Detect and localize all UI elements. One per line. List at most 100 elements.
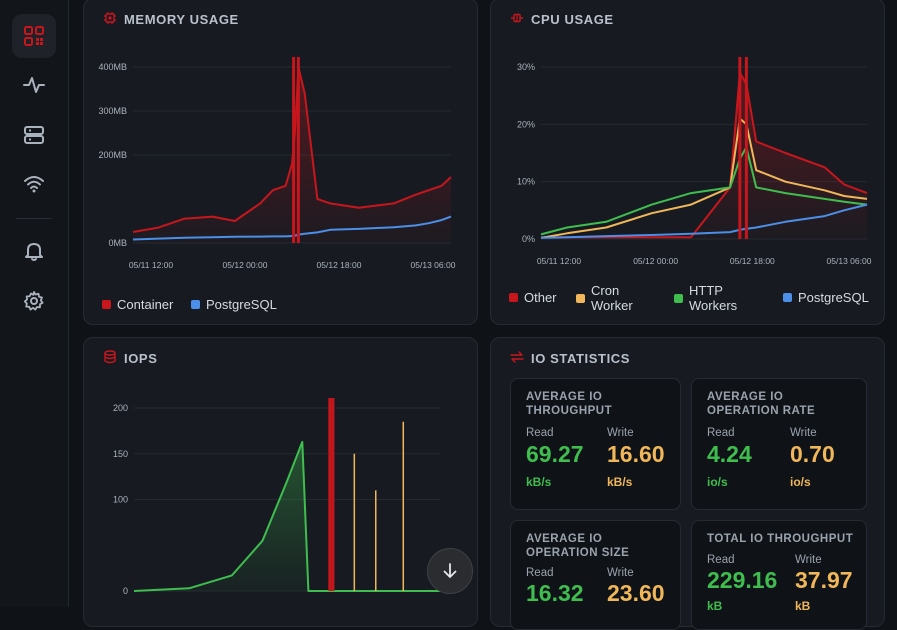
y-tick-label: 150 (113, 449, 128, 459)
nav-settings[interactable] (12, 279, 56, 323)
y-tick-label: 30% (517, 62, 535, 72)
legend-swatch (783, 293, 792, 302)
gear-icon (23, 291, 44, 311)
y-tick-label: 0MB (108, 238, 127, 248)
legend-label-postgresql: PostgreSQL (206, 297, 277, 312)
stat-title: AVERAGE IO OPERATION SIZE (526, 533, 630, 559)
read-label: Read (526, 567, 554, 579)
nav-servers[interactable] (12, 113, 56, 157)
nav-activity[interactable] (12, 63, 56, 107)
write-label: Write (795, 554, 822, 566)
read-value: 229.16 (707, 567, 778, 593)
write-label: Write (607, 427, 634, 439)
y-tick-label: 200 (113, 403, 128, 413)
read-value: 16.32 (526, 580, 584, 606)
y-tick-label: 400MB (98, 62, 127, 72)
cpu-usage-card: CPU USAGE 0% 10% 20% 30% 05/11 12:00 05/12 0… (490, 0, 885, 325)
x-tick-label: 05/11 12:00 (129, 260, 174, 270)
nav-dashboard[interactable] (12, 14, 56, 58)
write-value: 37.97 (795, 567, 853, 593)
legend-label-container: Container (117, 297, 174, 312)
dashboard-grid-icon (24, 26, 44, 46)
write-label: Write (607, 567, 634, 579)
memory-usage-card: MEMORY USAGE 0MB 200MB 300MB 400MB 05/11 12… (83, 0, 478, 325)
write-value: 16.60 (607, 441, 665, 467)
database-icon (104, 350, 116, 364)
series-line-container (132, 66, 452, 233)
memory-usage-chart: 0MB 200MB 300MB 400MB 05/11 12:00 05/12 00:0… (98, 57, 456, 270)
write-value: 23.60 (607, 580, 665, 606)
legend-postgresql-cpu: PostgreSQL (783, 290, 869, 305)
x-tick-label: 05/11 12:00 (537, 256, 582, 266)
y-tick-label: 300MB (98, 106, 127, 116)
legend-cron-worker: Cron Worker (576, 283, 642, 313)
legend-swatch (576, 293, 585, 303)
memory-chip-icon (104, 12, 116, 24)
legend-swatch (102, 300, 111, 309)
read-label: Read (526, 427, 554, 439)
legend-swatch (191, 300, 200, 309)
stat-title: AVERAGE IO OPERATION RATE (707, 391, 816, 417)
x-tick-label: 05/12 00:00 (633, 256, 678, 266)
series-area-series (134, 441, 440, 591)
legend-container: Container (102, 297, 173, 312)
cpu-icon (511, 13, 523, 23)
transfer-arrows-icon (510, 351, 524, 363)
io-statistics-title: IO STATISTICS (531, 351, 631, 366)
read-label: Read (707, 427, 735, 439)
write-unit: kB (795, 599, 811, 613)
y-tick-label: 200MB (98, 150, 127, 160)
nav-network[interactable] (12, 162, 56, 206)
iops-title: IOPS (124, 351, 158, 366)
series-area-other (541, 72, 867, 239)
y-tick-label: 10% (517, 177, 535, 187)
read-value: 69.27 (526, 441, 584, 467)
iops-chart: 0 100 150 200 (113, 398, 440, 596)
sidebar-divider (16, 218, 52, 219)
series-line-postgresql (132, 215, 452, 241)
x-tick-label: 05/12 18:00 (730, 256, 775, 266)
scroll-down-button[interactable] (427, 548, 473, 594)
legend-postgresql: PostgreSQL (191, 297, 277, 312)
read-unit: kB/s (526, 475, 552, 489)
iops-card: IOPS 0 100 150 200 (83, 337, 478, 627)
server-icon (24, 126, 44, 144)
stat-title: AVERAGE IO THROUGHPUT (526, 391, 613, 417)
wifi-icon (24, 176, 44, 193)
cpu-usage-chart: 0% 10% 20% 30% 05/11 12:00 05/12 00:00 05/12 … (517, 57, 872, 266)
legend-label-other: Other (524, 290, 557, 305)
write-label: Write (790, 427, 817, 439)
y-tick-label: 20% (517, 119, 535, 129)
cpu-usage-title: CPU USAGE (531, 12, 614, 27)
io-statistics-card: IO STATISTICS AVERAGE IO THROUGHPUT Read… (490, 337, 885, 630)
write-unit: kB/s (607, 475, 633, 489)
x-tick-label: 05/13 06:00 (411, 260, 456, 270)
x-tick-label: 05/12 18:00 (317, 260, 362, 270)
sidebar (0, 0, 69, 607)
legend-other: Other (509, 290, 557, 305)
x-tick-label: 05/12 00:00 (223, 260, 268, 270)
y-tick-label: 0% (522, 234, 535, 244)
read-label: Read (707, 554, 735, 566)
legend-label-postgresql-cpu: PostgreSQL (798, 290, 869, 305)
stat-title: TOTAL IO THROUGHPUT (707, 533, 854, 545)
legend-label-http-workers: HTTP Workers (689, 283, 738, 313)
legend-http-workers: HTTP Workers (674, 283, 746, 313)
legend-label-cron-worker: Cron Worker (591, 283, 633, 313)
read-unit: kB (707, 599, 723, 613)
y-tick-label: 100 (113, 495, 128, 505)
series-line-series (133, 440, 440, 592)
stat-card-average-io-throughput: AVERAGE IO THROUGHPUT Read Write 69.27 1… (510, 378, 681, 510)
y-tick-label: 0 (123, 586, 128, 596)
activity-pulse-icon (23, 77, 45, 93)
stat-card-total-io-throughput: TOTAL IO THROUGHPUT Read Write 229.16 37… (691, 520, 867, 630)
x-tick-label: 05/13 06:00 (827, 256, 872, 266)
stat-card-average-io-operation-size: AVERAGE IO OPERATION SIZE Read Write 16.… (510, 520, 681, 630)
read-value: 4.24 (707, 441, 752, 467)
nav-notifications[interactable] (12, 229, 56, 273)
arrow-down-icon (443, 563, 457, 578)
bell-icon (25, 243, 43, 261)
legend-swatch (674, 293, 683, 303)
write-value: 0.70 (790, 441, 835, 467)
memory-usage-title: MEMORY USAGE (124, 12, 239, 27)
